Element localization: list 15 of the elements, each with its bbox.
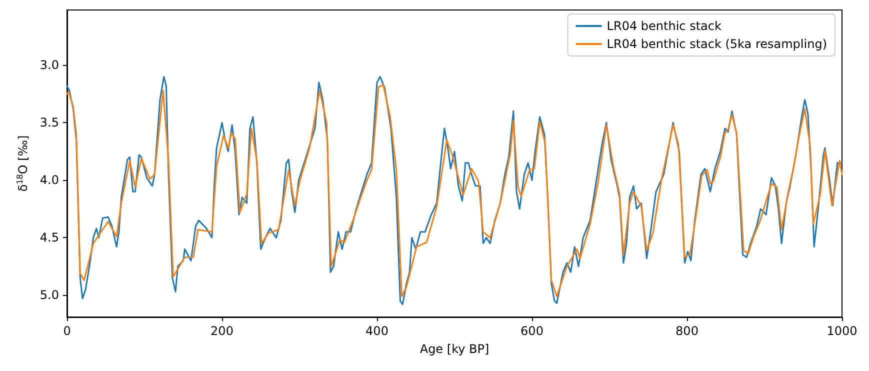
legend-label: LR04 benthic stack (5ka resampling) [606,37,827,51]
y-tick-label: 4.0 [40,173,59,188]
y-axis-title: δ18O [‰] [16,135,30,192]
y-tick-label: 3.5 [40,116,59,130]
x-axis-title: Age [ky BP] [420,342,490,356]
y-tick-label: 3.0 [40,58,59,72]
x-tick-label: 1000 [826,324,858,338]
x-tick-label: 600 [520,324,544,338]
y-tick-label: 5.0 [40,288,59,302]
x-tick-label: 400 [366,324,388,338]
x-tick-label: 800 [676,324,698,338]
x-tick-label: 200 [210,324,234,338]
y-tick-label: 4.5 [40,230,59,245]
legend-label: LR04 benthic stack [606,19,722,33]
x-tick-label: 0 [63,324,71,338]
